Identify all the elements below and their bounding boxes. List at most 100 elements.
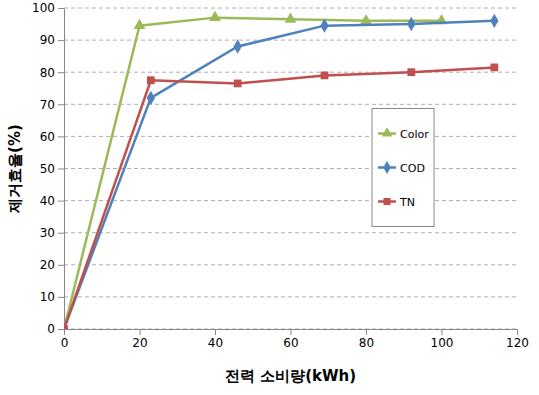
y-axis: 0 10 20 30 40 50 60 70 80 90 100 xyxy=(32,1,64,336)
tick: 30 xyxy=(40,226,64,240)
tick-mark xyxy=(215,329,216,335)
tick-mark xyxy=(58,329,64,330)
tick-mark xyxy=(58,265,64,266)
tick-label: 20 xyxy=(132,336,147,350)
grid-line xyxy=(64,104,517,105)
legend-label: Color xyxy=(400,128,429,141)
tick-mark xyxy=(140,329,141,335)
tick-label: 40 xyxy=(208,336,223,350)
grid-line xyxy=(64,200,517,201)
tick: 80 xyxy=(359,329,374,350)
marker xyxy=(134,19,146,29)
legend: Color COD TN xyxy=(372,109,434,227)
tick: 20 xyxy=(132,329,147,350)
tick-mark xyxy=(517,329,518,335)
marker xyxy=(64,325,68,329)
tick-mark xyxy=(58,297,64,298)
tick-mark xyxy=(58,136,64,137)
marker xyxy=(321,72,329,80)
tick: 60 xyxy=(40,130,64,144)
marker xyxy=(209,11,221,21)
tick-mark xyxy=(366,329,367,335)
tick-label: 60 xyxy=(283,336,298,350)
tick-mark xyxy=(64,329,65,335)
legend-box xyxy=(372,109,434,227)
data-area xyxy=(64,11,499,329)
marker xyxy=(407,68,415,76)
tick-mark xyxy=(58,104,64,105)
tick-label: 20 xyxy=(40,258,55,272)
marker xyxy=(147,91,155,105)
legend-label: TN xyxy=(399,196,415,209)
marker xyxy=(490,64,498,72)
axis-line xyxy=(64,9,65,330)
marker xyxy=(407,17,415,31)
tick-label: 120 xyxy=(506,336,529,350)
tick-label: 0 xyxy=(61,336,69,350)
tick: 70 xyxy=(40,98,64,112)
tick-label: 10 xyxy=(40,290,55,304)
marker xyxy=(233,39,241,53)
grid-line xyxy=(64,232,517,233)
marker xyxy=(320,18,328,32)
legend-label: COD xyxy=(400,162,425,175)
marker xyxy=(234,80,242,88)
tick-mark xyxy=(58,40,64,41)
tick: 40 xyxy=(40,194,64,208)
legend-marker xyxy=(383,161,391,174)
tick-label: 50 xyxy=(40,162,55,176)
marker xyxy=(147,76,155,84)
plot: 0 20 40 60 80 100 120 0 10 20 30 40 50 60 70 80 90 100 xyxy=(32,1,529,349)
grid-line xyxy=(64,8,517,9)
legend-entry: TN xyxy=(378,196,415,209)
tick-mark xyxy=(291,329,292,335)
tick: 80 xyxy=(40,66,64,80)
legend-marker xyxy=(384,198,391,205)
tick-label: 70 xyxy=(40,98,55,112)
tick-label: 80 xyxy=(359,336,374,350)
tick: 0 xyxy=(61,329,69,350)
tick: 40 xyxy=(208,329,223,350)
y-axis-title: 제거효율(%) xyxy=(6,124,24,214)
series-line xyxy=(64,67,494,329)
tick-label: 60 xyxy=(40,130,55,144)
grid-line xyxy=(64,264,517,265)
tick-mark xyxy=(58,72,64,73)
tick-mark xyxy=(58,233,64,234)
tick-label: 0 xyxy=(47,322,55,336)
grid-line xyxy=(64,168,517,169)
x-axis-title: 전력 소비량(kWh) xyxy=(225,367,356,385)
tick: 50 xyxy=(40,162,64,176)
grid-line xyxy=(64,40,517,41)
marker xyxy=(490,14,498,28)
grid-line xyxy=(64,296,517,297)
tick: 20 xyxy=(40,258,64,272)
tick: 0 xyxy=(47,322,64,336)
tick-label: 80 xyxy=(40,66,55,80)
tick-mark xyxy=(58,8,64,9)
tick-label: 100 xyxy=(32,1,55,15)
tick: 120 xyxy=(506,329,529,350)
marker xyxy=(285,12,297,22)
tick: 10 xyxy=(40,290,64,304)
legend-entry: COD xyxy=(378,161,425,175)
legend-entry: Color xyxy=(378,127,429,140)
x-axis: 0 20 40 60 80 100 120 xyxy=(61,329,529,350)
tick-label: 30 xyxy=(40,226,55,240)
tick-mark xyxy=(58,201,64,202)
tick: 90 xyxy=(40,33,64,47)
marker xyxy=(360,14,372,24)
tick-label: 90 xyxy=(40,33,55,47)
grid xyxy=(64,8,517,329)
tick: 100 xyxy=(32,1,64,15)
tick-mark xyxy=(442,329,443,335)
chart: 0 20 40 60 80 100 120 0 10 20 30 40 50 60 70 80 90 100 전력 … xyxy=(0,0,539,395)
series-line xyxy=(64,18,442,329)
tick: 100 xyxy=(431,329,454,350)
legend-marker xyxy=(382,127,393,136)
tick-mark xyxy=(58,169,64,170)
tick-label: 100 xyxy=(431,336,454,350)
grid-line xyxy=(64,72,517,73)
tick: 60 xyxy=(283,329,298,350)
series-line xyxy=(64,21,494,329)
